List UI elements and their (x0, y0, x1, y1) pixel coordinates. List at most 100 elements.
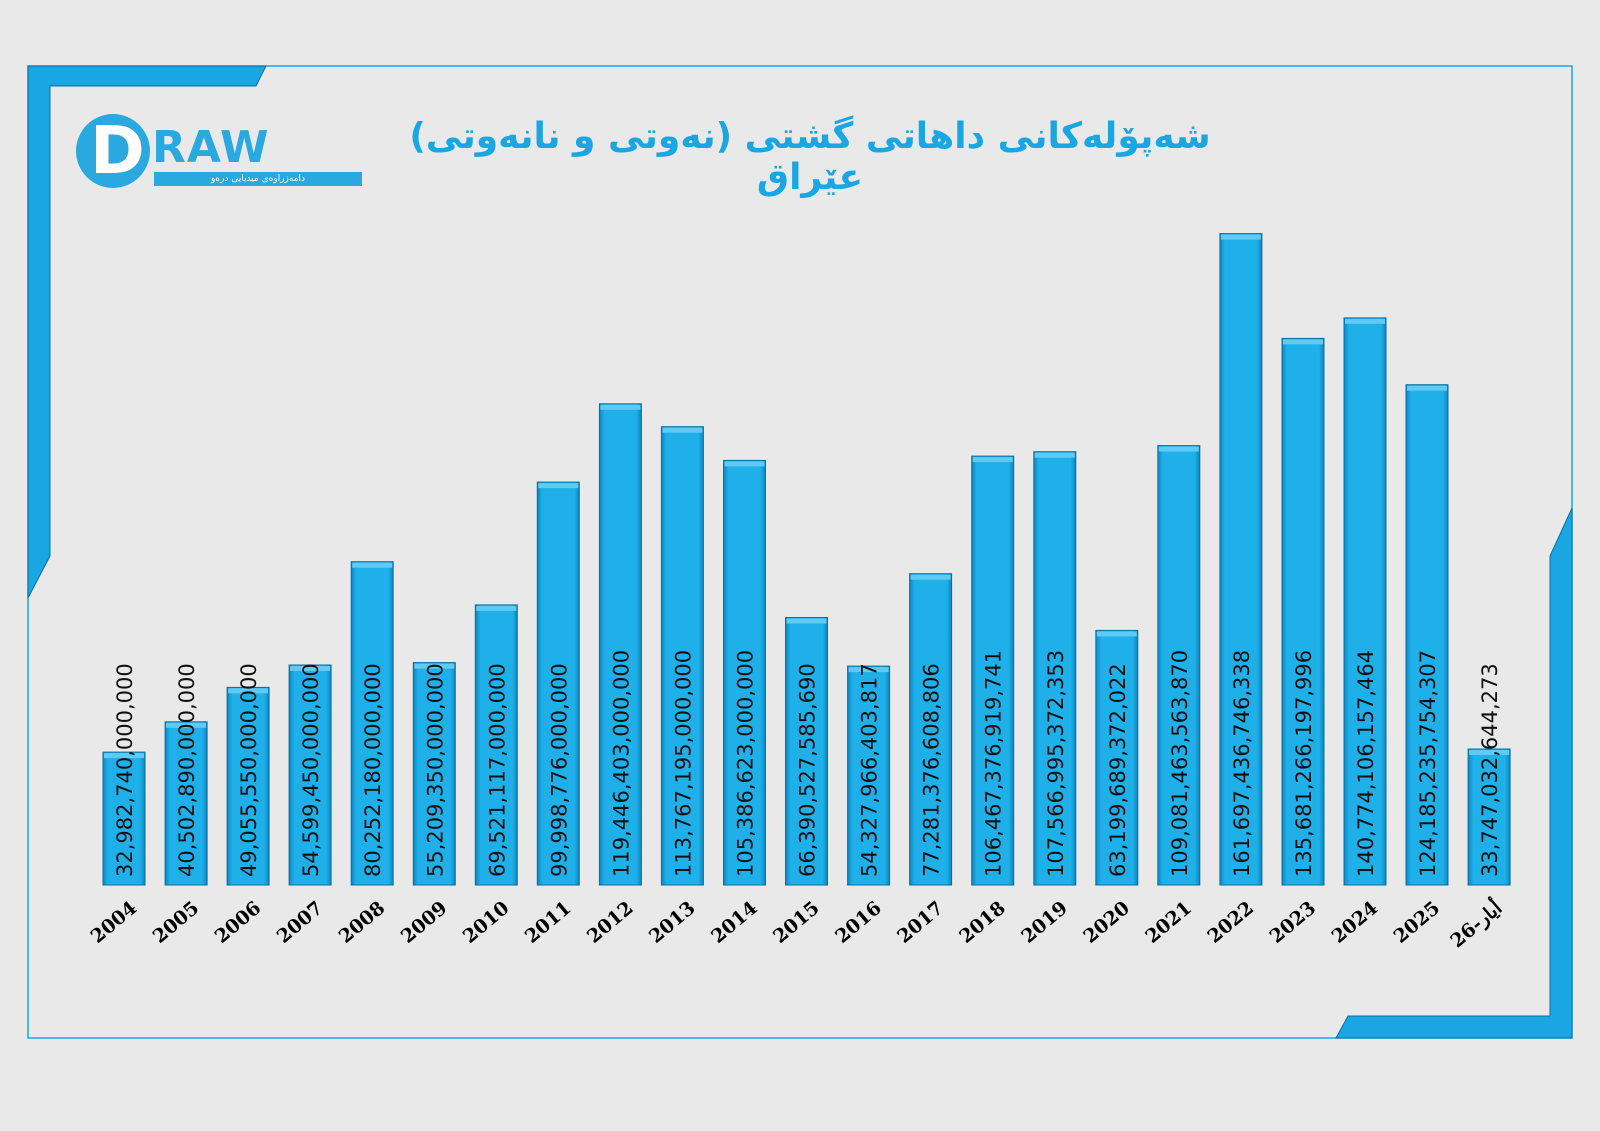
bar-2013 (660, 426, 704, 886)
value-label-2014: 105,386,623,000,000 (734, 650, 758, 877)
bar-2011 (536, 481, 580, 886)
bar-highlight-26-أيار (1469, 750, 1510, 755)
bar-highlight-2020 (1096, 631, 1137, 637)
bar-highlight-2023 (1283, 339, 1323, 345)
category-label-2023: 2023 (1266, 897, 1321, 948)
category-label-26-أيار: 26-أيار (1444, 895, 1506, 953)
bar-2009 (412, 662, 456, 886)
bar-highlight-2021 (1158, 446, 1199, 452)
category-label-2025: 2025 (1390, 897, 1445, 948)
category-label-2017: 2017 (893, 897, 948, 948)
category-label-2020: 2020 (1079, 897, 1134, 948)
category-label-2021: 2021 (1141, 897, 1196, 948)
category-label-2024: 2024 (1328, 897, 1383, 948)
value-label-2010: 69,521,117,000,000 (485, 663, 509, 877)
category-label-2022: 2022 (1203, 897, 1258, 948)
value-labels-layer: 32,982,740,000,000 40,502,890,000,000 49,0… (113, 650, 1502, 877)
bar-highlight-2019 (1034, 452, 1075, 458)
bar-2012 (598, 403, 642, 886)
bar-2021 (1157, 445, 1201, 886)
category-label-2012: 2012 (583, 897, 638, 948)
bar-2007 (288, 664, 332, 886)
frame-corner-bottom-right (1335, 507, 1573, 1039)
bar-2020 (1095, 629, 1139, 886)
bar-highlight-2005 (166, 722, 207, 728)
value-label-2022: 161,697,436,746,338 (1230, 650, 1254, 877)
bar-2018 (971, 455, 1015, 886)
value-label-2016: 54,327,966,403,817 (858, 663, 882, 877)
bar-highlight-2009 (414, 663, 455, 669)
category-label-2009: 2009 (397, 897, 452, 948)
value-label-2020: 63,199,689,372,022 (1106, 663, 1130, 877)
category-label-2016: 2016 (831, 897, 886, 948)
value-label-2006: 49,055,550,000,000 (237, 663, 261, 877)
value-label-2013: 113,767,195,000,000 (671, 650, 695, 877)
bar-2017 (909, 573, 953, 886)
bar-highlight-2024 (1345, 318, 1385, 324)
bar-highlight-2016 (848, 667, 889, 673)
bar-2016 (847, 665, 891, 886)
value-label-2012: 119,446,403,000,000 (609, 650, 633, 877)
bar-2023 (1281, 337, 1325, 886)
bar-highlight-2007 (290, 666, 331, 671)
category-labels-layer: 2004 2005 2006 2007 2008 2009 2010 2011 2012 2013… (87, 895, 1507, 953)
bar-2025 (1405, 384, 1449, 886)
category-label-2008: 2008 (335, 897, 390, 948)
bar-2024 (1343, 317, 1387, 886)
category-label-2005: 2005 (149, 897, 204, 948)
value-label-2004: 32,982,740,000,000 (113, 663, 137, 877)
bar-highlight-2013 (662, 427, 703, 433)
logo-circle (76, 114, 150, 188)
value-label-2019: 107,566,995,372,353 (1044, 650, 1068, 877)
category-label-2010: 2010 (459, 897, 514, 948)
value-label-26-أيار: 33,747,032,644,273 (1478, 663, 1502, 877)
chart-title: شەپۆلەکانی داهاتی گشتی (نەوتی و نانەوتی)… (409, 116, 1211, 198)
bar-highlight-2012 (600, 404, 641, 410)
bar-2008 (350, 561, 394, 886)
logo-word: RAW (152, 122, 270, 173)
bar-2015 (785, 617, 828, 886)
value-label-2025: 124,185,235,754,307 (1416, 650, 1440, 877)
bar-26-أيار (1467, 748, 1511, 886)
value-label-2017: 77,281,376,608,806 (920, 663, 944, 877)
category-label-2014: 2014 (707, 897, 762, 948)
bar-2006 (226, 686, 270, 886)
bar-highlight-2010 (476, 605, 517, 611)
bar-highlight-2015 (786, 618, 827, 624)
bar-2022 (1219, 233, 1263, 886)
bars-layer (102, 233, 1511, 886)
category-label-2013: 2013 (645, 897, 700, 948)
bar-highlight-2025 (1407, 385, 1447, 391)
value-label-2008: 80,252,180,000,000 (361, 663, 385, 877)
bar-2005 (164, 721, 208, 886)
bar-2014 (723, 459, 766, 886)
value-label-2005: 40,502,890,000,000 (175, 663, 199, 877)
category-label-2018: 2018 (955, 897, 1010, 948)
bar-highlight-2017 (910, 574, 951, 580)
category-label-2007: 2007 (273, 897, 328, 948)
draw-logo: D RAW دامەزراوەی میدیایی درەو (76, 112, 362, 192)
value-label-2009: 55,209,350,000,000 (423, 663, 447, 877)
value-label-2011: 99,998,776,000,000 (547, 663, 571, 877)
value-label-2015: 66,390,527,585,690 (796, 663, 820, 877)
logo-letter: D (90, 112, 145, 189)
category-label-2004: 2004 (87, 897, 142, 948)
logo-tagline: دامەزراوەی میدیایی درەو (154, 172, 362, 186)
bar-highlight-2004 (104, 753, 144, 759)
category-label-2011: 2011 (521, 897, 576, 948)
category-label-2019: 2019 (1017, 897, 1072, 948)
bar-2019 (1033, 451, 1077, 886)
frame-corner-top-left (27, 65, 267, 599)
category-label-2015: 2015 (769, 897, 824, 948)
bar-highlight-2006 (228, 688, 269, 694)
bar-2010 (474, 604, 518, 886)
value-label-2023: 135,681,266,197,996 (1292, 650, 1316, 877)
bar-highlight-2014 (724, 461, 765, 467)
value-label-2018: 106,467,376,919,741 (982, 650, 1006, 877)
bar-2004 (102, 751, 146, 886)
value-label-2024: 140,774,106,157,464 (1354, 650, 1378, 877)
bar-highlight-2008 (352, 562, 393, 568)
bar-highlight-2018 (972, 457, 1013, 463)
